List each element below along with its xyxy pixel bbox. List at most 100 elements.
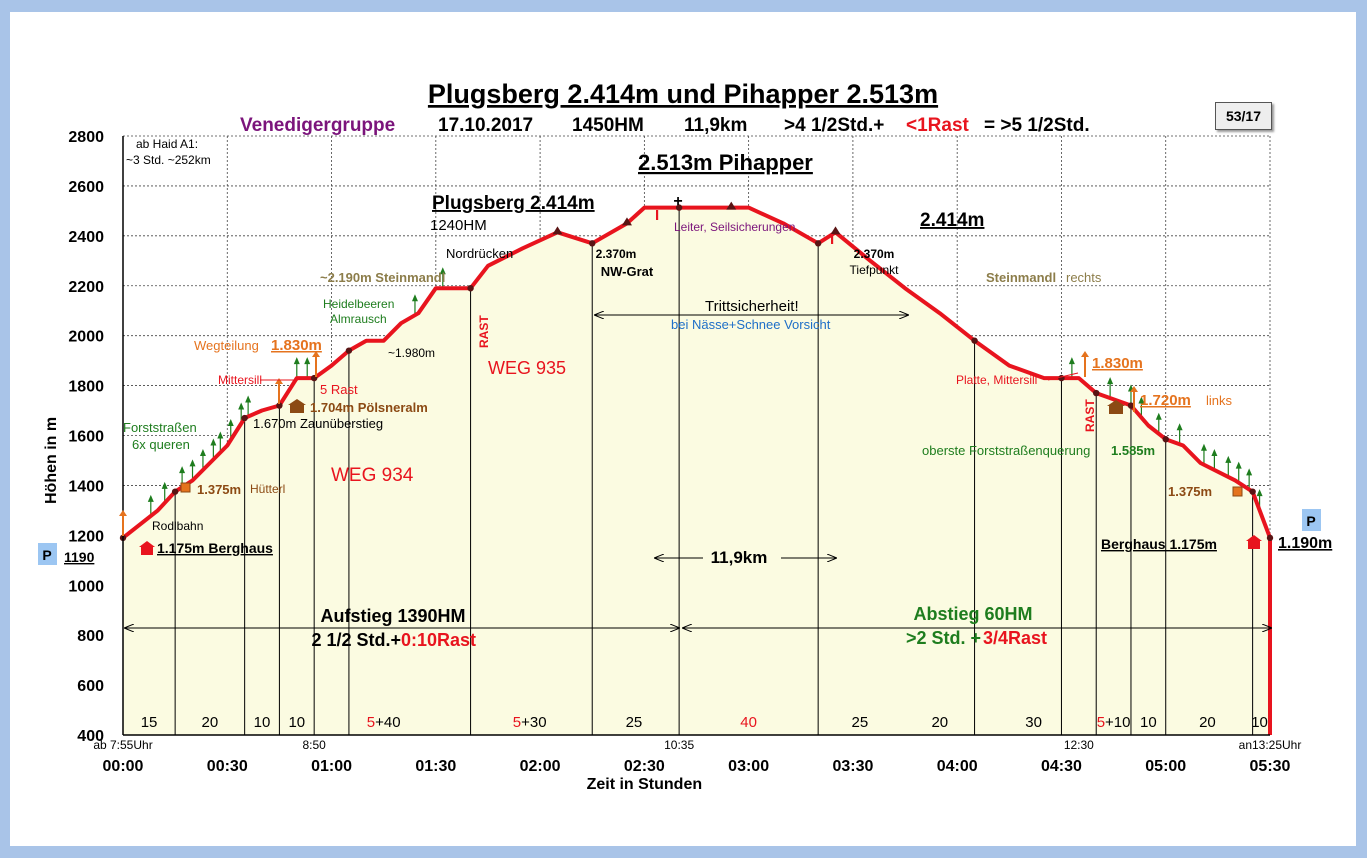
y-tick-label: 1400 [68, 478, 104, 495]
segment-duration: 25 [852, 714, 869, 731]
total-hm: 1450HM [572, 115, 644, 136]
tree-icon [1107, 377, 1114, 385]
segment-duration: 5+30 [513, 714, 547, 731]
y-tick-label: 2200 [68, 279, 104, 296]
time-mark: 10:35 [664, 738, 694, 752]
x-tick-label: 00:30 [207, 758, 248, 775]
segment-duration: 15 [141, 714, 158, 731]
segment-duration: 20 [202, 714, 219, 731]
tree-icon [210, 438, 217, 446]
tree-icon [227, 418, 234, 426]
h1830-right: 1.830m [1092, 355, 1143, 372]
berghaus-right-icon [1246, 535, 1262, 549]
x-tick-label: 00:00 [103, 758, 144, 775]
waypoint [241, 414, 248, 422]
parking-left-label: P [42, 547, 51, 563]
segment-duration: 20 [1199, 714, 1216, 731]
h1720-label: 1.720m [1140, 392, 1191, 409]
segment-duration: 10 [1251, 714, 1268, 731]
x-tick-label: 05:00 [1145, 758, 1186, 775]
start-note-2: ~3 Std. ~252km [126, 153, 211, 167]
plugsberg-label: Plugsberg 2.414m [432, 193, 595, 214]
platte-label: Platte, Mittersill [956, 373, 1037, 387]
aufstieg-label: Aufstieg 1390HM [320, 606, 465, 626]
rast5-label: 5 Rast [320, 382, 358, 397]
y-axis-label: Höhen in m [43, 417, 60, 504]
waypoint [1127, 402, 1135, 409]
tree-icon [199, 448, 206, 456]
tree-icon [1138, 396, 1145, 404]
distance-label: 11,9km [711, 548, 768, 567]
x-tick-label: 02:30 [624, 758, 665, 775]
x-tick-label: 01:30 [415, 758, 456, 775]
x-axis-label: Zeit in Stunden [587, 776, 703, 793]
mittersill-left: Mittersill [218, 373, 262, 387]
tree-icon [293, 357, 300, 365]
tief-height: 2.370m [854, 247, 895, 261]
tritt-label: Trittsicherheit! [705, 298, 799, 315]
y-tick-label: 1800 [68, 379, 104, 396]
parking-right-icon [1302, 509, 1321, 531]
y-tick-label: 1000 [68, 578, 104, 595]
parking-right-label: P [1306, 513, 1315, 529]
waypoint [345, 347, 353, 354]
y-tick-label: 400 [77, 728, 104, 745]
bar-left: I [655, 207, 659, 224]
wegteilung-label: Wegteilung [194, 338, 259, 353]
forst-1: Forststraßen [123, 420, 197, 435]
tree-icon [1246, 468, 1253, 476]
h1190-left: 1190 [64, 549, 95, 565]
hut-right-icon [1107, 400, 1125, 414]
start-note-1: ab Haid A1: [136, 137, 198, 151]
tree-icon [1235, 461, 1242, 469]
waypoint [467, 285, 474, 292]
heidelbeeren-2: Almrausch [330, 312, 387, 326]
huetterl-label: Hütterl [250, 482, 285, 496]
chart-svg: 400 600 800 1000 1200 1400 1600 1800 2000 2200 240… [38, 79, 1332, 793]
oberste-label: oberste Forststraßenquerung [922, 443, 1090, 458]
tree-icon [1176, 423, 1183, 431]
tief-label: Tiefpunkt [850, 263, 900, 277]
y-tick-label: 600 [77, 678, 104, 695]
abstieg-time: >2 Std. + [906, 628, 981, 648]
waypoint [1093, 389, 1100, 397]
time-post: = >5 1/2Std. [984, 115, 1090, 136]
forst-2: 6x queren [132, 437, 190, 452]
rast-total: <1Rast [906, 115, 970, 136]
tree-icon [1225, 455, 1232, 463]
leiter-label: Leiter, Seilsicherungen [674, 220, 795, 234]
tree-icon [411, 294, 418, 302]
x-tick-label: 01:00 [311, 758, 352, 775]
abstieg-label: Abstieg 60HM [913, 604, 1032, 624]
x-tick-label: 03:00 [728, 758, 769, 775]
tree-icon [217, 431, 224, 439]
tree-icon [179, 466, 186, 474]
nordruecken-label: Nordrücken [446, 246, 513, 261]
segment-duration: 10 [288, 714, 305, 731]
waypoint [1162, 436, 1169, 443]
summit-marker [621, 217, 632, 226]
profile-fill [123, 207, 1270, 736]
steinmandl-right: Steinmandl [986, 270, 1056, 285]
weg934-label: WEG 934 [331, 465, 414, 486]
time-mark: an13:25Uhr [1239, 738, 1302, 752]
tick-labels: 400 600 800 1000 1200 1400 1600 1800 2000 2200 240… [43, 129, 1301, 793]
waypoint [971, 337, 978, 344]
h1585-label: 1.585m [1111, 443, 1155, 458]
segment-labels: 15 20 10 10 5+40 5+30 25 40 25 20 30 5+10 10 20 10 [141, 714, 1268, 731]
waypoint [589, 240, 596, 247]
tree-icon [238, 402, 245, 410]
steinmandl-left: ~2.190m Steinmandl [320, 270, 445, 285]
berghaus-left: 1.175m Berghaus [157, 540, 273, 556]
waypoint [1266, 534, 1274, 542]
x-tick-label: 04:00 [937, 758, 978, 775]
h1375-right: 1.375m [1168, 484, 1212, 499]
berghaus-left-icon [139, 541, 155, 555]
huetterl-right-icon [1232, 486, 1243, 497]
y-tick-label: 1200 [68, 528, 104, 545]
arrow-heads-signpost [119, 351, 1138, 516]
y-tick-label: 1600 [68, 429, 104, 446]
y-tick-label: 2600 [68, 179, 104, 196]
tree-icon [1155, 412, 1162, 420]
segment-duration: 30 [1025, 714, 1042, 731]
